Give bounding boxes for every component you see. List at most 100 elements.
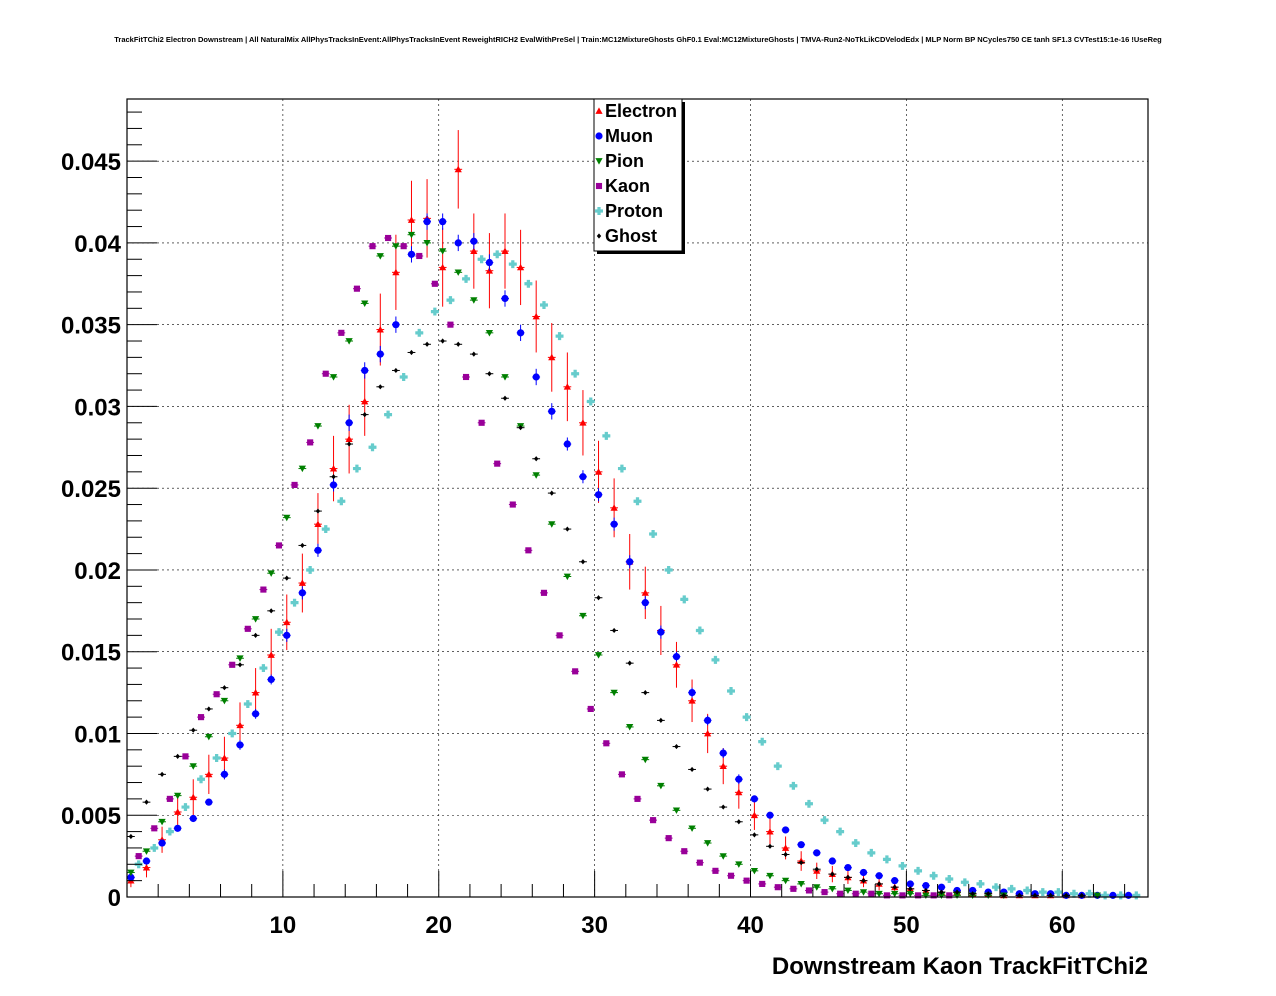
data-point bbox=[1124, 891, 1133, 899]
data-point bbox=[1007, 884, 1016, 893]
data-point bbox=[946, 892, 953, 899]
data-point bbox=[298, 465, 306, 473]
data-point bbox=[532, 312, 540, 320]
data-point bbox=[423, 240, 431, 247]
data-point bbox=[384, 410, 393, 419]
data-point bbox=[290, 598, 299, 607]
data-point bbox=[891, 890, 899, 898]
series-proton bbox=[134, 250, 1141, 900]
data-point bbox=[127, 873, 135, 881]
data-point bbox=[828, 885, 836, 893]
data-point bbox=[719, 853, 727, 860]
data-point bbox=[329, 481, 338, 489]
data-point bbox=[409, 349, 414, 356]
data-point bbox=[1048, 892, 1053, 898]
data-point bbox=[548, 353, 556, 361]
data-point bbox=[150, 843, 159, 852]
data-point bbox=[1038, 888, 1047, 897]
series-ghost bbox=[127, 338, 1086, 898]
data-point bbox=[579, 473, 587, 481]
y-tick-label: 0.04 bbox=[74, 231, 121, 258]
data-point bbox=[752, 832, 757, 838]
data-point bbox=[283, 618, 291, 626]
legend-label: Muon bbox=[605, 126, 653, 146]
data-points bbox=[127, 130, 1141, 900]
data-point bbox=[236, 721, 244, 729]
data-point bbox=[594, 468, 603, 475]
data-point bbox=[915, 892, 922, 899]
data-point bbox=[197, 714, 205, 721]
data-point bbox=[603, 740, 610, 747]
data-point bbox=[814, 866, 819, 872]
data-point bbox=[189, 793, 197, 801]
data-point bbox=[165, 827, 174, 836]
data-point bbox=[908, 886, 913, 892]
legend-label: Pion bbox=[605, 151, 644, 171]
data-point bbox=[712, 867, 719, 874]
data-point bbox=[681, 848, 688, 855]
data-point bbox=[923, 887, 929, 894]
data-point bbox=[970, 891, 975, 897]
data-point bbox=[175, 753, 180, 759]
data-point bbox=[626, 724, 634, 731]
data-point bbox=[423, 218, 431, 226]
data-point bbox=[251, 688, 260, 696]
x-tick-label: 40 bbox=[737, 912, 764, 939]
data-point bbox=[618, 771, 625, 778]
data-point bbox=[228, 729, 237, 738]
data-point bbox=[790, 885, 797, 892]
series-pion bbox=[127, 231, 1102, 899]
data-point bbox=[298, 579, 306, 586]
data-point bbox=[650, 817, 657, 824]
data-point bbox=[735, 861, 743, 868]
data-point bbox=[220, 697, 229, 705]
data-point bbox=[174, 824, 182, 832]
data-point bbox=[267, 675, 275, 684]
data-point bbox=[665, 835, 672, 842]
data-point bbox=[142, 863, 151, 871]
data-point bbox=[781, 826, 790, 834]
data-point bbox=[345, 338, 353, 345]
data-point bbox=[657, 628, 665, 636]
data-point bbox=[253, 632, 258, 638]
data-point bbox=[610, 504, 618, 511]
data-point bbox=[251, 616, 260, 623]
data-point bbox=[478, 419, 485, 426]
chart-title: TrackFitTChi2 Electron Downstream | All … bbox=[114, 35, 1162, 44]
data-point bbox=[658, 717, 664, 723]
data-point bbox=[680, 595, 689, 604]
data-point bbox=[166, 795, 173, 802]
data-point bbox=[268, 608, 274, 614]
data-point bbox=[852, 890, 859, 897]
data-point bbox=[456, 341, 461, 347]
data-point bbox=[750, 867, 759, 875]
data-point bbox=[470, 237, 478, 245]
data-point bbox=[875, 890, 883, 898]
data-point bbox=[283, 514, 291, 522]
data-point bbox=[939, 889, 944, 895]
data-point bbox=[454, 269, 462, 276]
data-point bbox=[883, 892, 890, 899]
data-point bbox=[508, 260, 517, 269]
data-point bbox=[610, 689, 618, 697]
data-point bbox=[222, 685, 227, 691]
data-point bbox=[821, 889, 828, 896]
data-point bbox=[470, 247, 478, 254]
data-point bbox=[633, 497, 642, 506]
data-point bbox=[376, 350, 384, 358]
data-point bbox=[392, 268, 400, 276]
data-point bbox=[610, 520, 618, 528]
legend-label: Proton bbox=[605, 201, 663, 221]
legend-label: Electron bbox=[605, 101, 677, 121]
legend-marker bbox=[595, 158, 603, 165]
series-kaon bbox=[134, 234, 954, 899]
y-tick-label: 0.035 bbox=[61, 313, 121, 340]
data-point bbox=[306, 565, 315, 574]
data-point bbox=[524, 279, 533, 288]
data-point bbox=[750, 795, 759, 803]
data-point bbox=[704, 716, 712, 724]
data-point bbox=[462, 373, 470, 381]
data-point bbox=[385, 234, 392, 242]
legend-marker bbox=[595, 207, 603, 215]
data-point bbox=[976, 879, 985, 888]
